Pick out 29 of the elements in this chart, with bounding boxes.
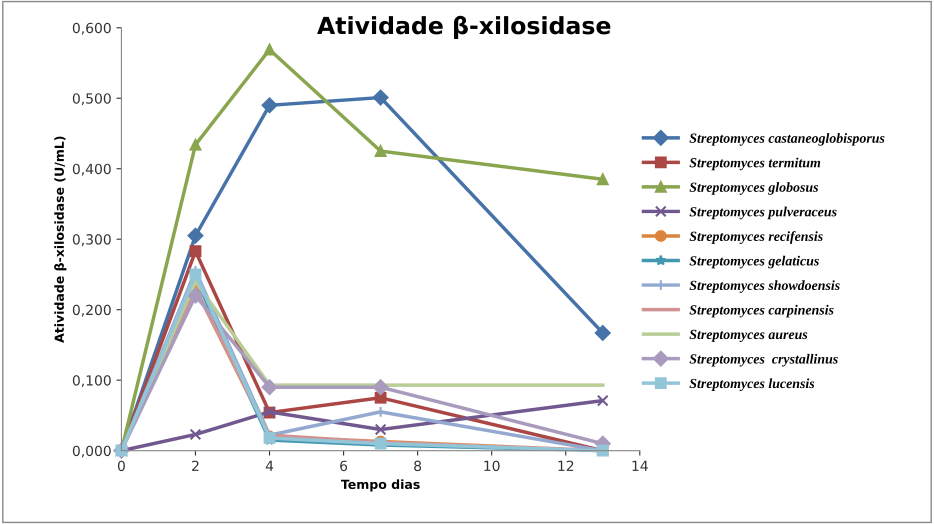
x-axis-title: Tempo dias xyxy=(340,479,420,492)
y-tick-label: 0,000 xyxy=(72,446,111,458)
legend-label: Streptomyces lucensis xyxy=(690,378,814,392)
x-tick-label: 14 xyxy=(632,460,648,471)
legend-label: Streptomyces recifensis xyxy=(690,231,823,244)
x-tick-label: 0 xyxy=(118,460,125,472)
y-tick-label: 0,200 xyxy=(72,304,111,317)
legend-label: Streptomyces pulveraceus xyxy=(690,206,837,220)
y-tick-label: 0,500 xyxy=(72,93,111,106)
legend-label: Streptomyces globosus xyxy=(690,182,818,195)
x-tick-label: 2 xyxy=(192,460,198,471)
legend-label: Streptomyces carpinensis xyxy=(690,304,834,318)
x-tick-label: 4 xyxy=(266,460,274,471)
legend-label: Streptomyces crystallinus xyxy=(690,354,838,366)
legend-label: Streptomyces castaneoglobisporus xyxy=(690,133,884,146)
y-tick-label: 0,600 xyxy=(72,22,111,35)
legend-label: Streptomyces gelaticus xyxy=(690,256,819,268)
legend-label: Streptomyces aureus xyxy=(690,330,808,342)
legend-label: Streptomyces termitum xyxy=(690,158,820,170)
legend-label: Streptomyces showdoensis xyxy=(690,280,840,293)
y-tick-label: 0,300 xyxy=(72,234,111,246)
y-tick-label: 0,100 xyxy=(72,375,111,388)
x-tick-label: 12 xyxy=(558,460,574,471)
x-tick-label: 10 xyxy=(484,460,500,472)
y-axis-title: Atividade β-xilosidase (U/mL) xyxy=(54,136,66,343)
x-tick-label: 6 xyxy=(340,460,348,472)
x-tick-label: 8 xyxy=(414,460,422,472)
y-tick-label: 0,400 xyxy=(72,164,111,176)
chart-title: Atividade β-xilosidase xyxy=(317,16,610,39)
